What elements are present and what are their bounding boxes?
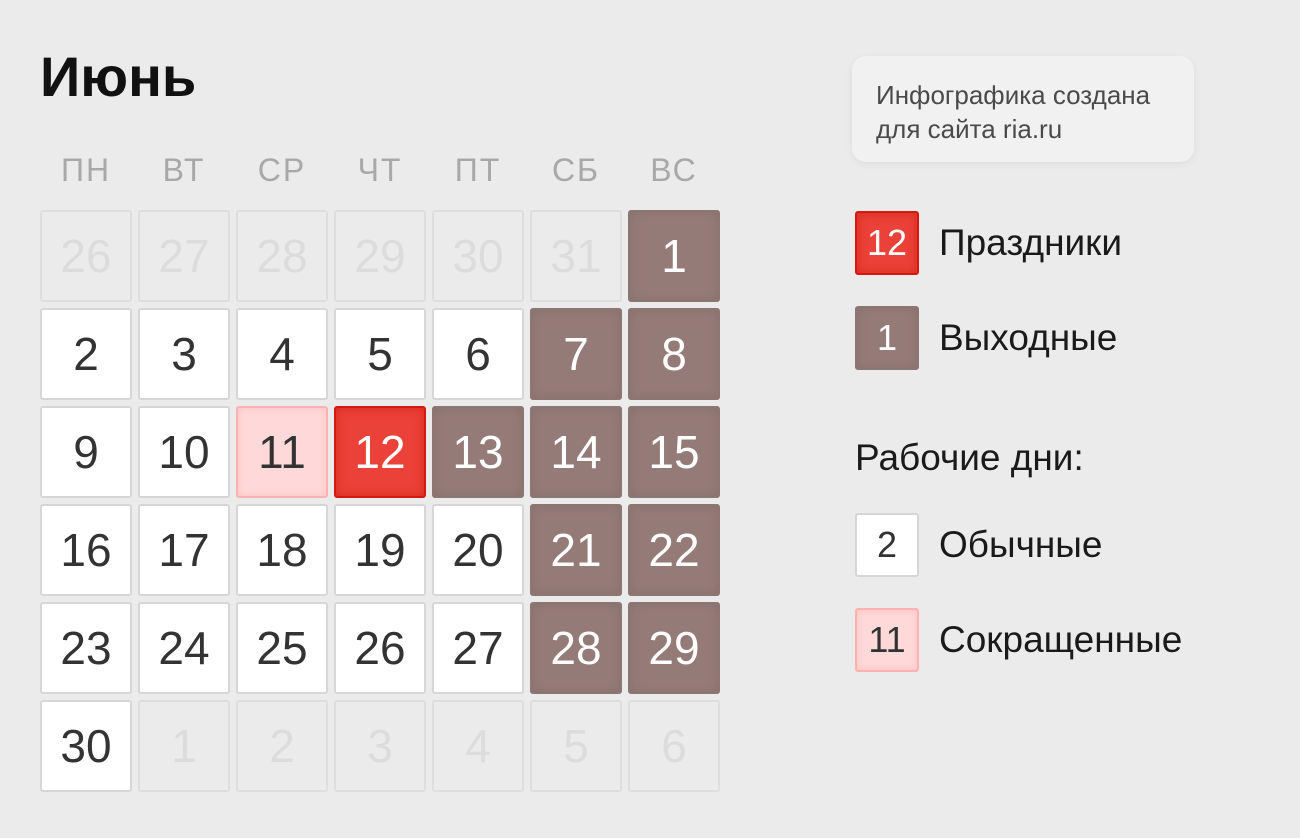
day-cell-work: 27 (432, 602, 524, 694)
day-cell-weekend: 21 (530, 504, 622, 596)
legend-label-work: Обычные (939, 524, 1103, 565)
day-cell-work: 20 (432, 504, 524, 596)
legend-short: 11 Сокращенные (855, 608, 1182, 672)
day-cell-weekend: 22 (628, 504, 720, 596)
day-cell-work: 10 (138, 406, 230, 498)
month-title: Июнь (40, 45, 197, 108)
legend-swatch-weekend: 1 (855, 306, 919, 370)
legend-label-weekend: Выходные (939, 317, 1118, 358)
day-cell-other: 1 (138, 700, 230, 792)
day-cell-work: 4 (236, 308, 328, 400)
credit-box: Инфографика создана для сайта ria.ru (852, 56, 1194, 162)
day-cell-other: 28 (236, 210, 328, 302)
day-cell-work: 19 (334, 504, 426, 596)
credit-line-1: Инфографика создана (876, 80, 1151, 110)
day-cell-other: 5 (530, 700, 622, 792)
day-cell-work: 16 (40, 504, 132, 596)
day-cell-work: 17 (138, 504, 230, 596)
legend-weekend: 1 Выходные (855, 306, 1117, 370)
weekday-label: СБ (551, 152, 601, 188)
legend-swatch-holiday: 12 (855, 211, 919, 275)
day-cell-work: 24 (138, 602, 230, 694)
day-cell-weekend: 1 (628, 210, 720, 302)
legend-work: 2 Обычные (855, 513, 1102, 577)
day-cell-weekend: 15 (628, 406, 720, 498)
day-cell-other: 31 (530, 210, 622, 302)
weekday-label: ПТ (454, 152, 502, 188)
day-cell-other: 2 (236, 700, 328, 792)
weekday-label: ВС (650, 152, 698, 188)
day-cell-other: 6 (628, 700, 720, 792)
day-cell-weekend: 29 (628, 602, 720, 694)
working-days-header: Рабочие дни: (855, 437, 1084, 478)
day-cell-work: 9 (40, 406, 132, 498)
day-cell-holiday: 12 (334, 406, 426, 498)
day-cell-work: 6 (432, 308, 524, 400)
day-cell-other: 3 (334, 700, 426, 792)
day-cell-weekend: 14 (530, 406, 622, 498)
day-cell-other: 26 (40, 210, 132, 302)
day-cell-weekend: 7 (530, 308, 622, 400)
credit-line-2: для сайта ria.ru (876, 114, 1063, 144)
day-cell-work: 18 (236, 504, 328, 596)
day-cell-weekend: 8 (628, 308, 720, 400)
day-cell-short: 11 (236, 406, 328, 498)
weekday-label: ПН (60, 152, 112, 188)
legend-holiday: 12 Праздники (855, 211, 1122, 275)
weekday-label: ЧТ (357, 152, 403, 188)
day-cell-work: 26 (334, 602, 426, 694)
day-cell-work: 2 (40, 308, 132, 400)
legend-label-holiday: Праздники (939, 222, 1123, 263)
day-cell-work: 23 (40, 602, 132, 694)
day-cell-work: 25 (236, 602, 328, 694)
day-cell-weekend: 28 (530, 602, 622, 694)
day-cell-other: 4 (432, 700, 524, 792)
legend-swatch-work: 2 (855, 513, 919, 577)
day-cell-other: 30 (432, 210, 524, 302)
legend-label-short: Сокращенные (939, 619, 1183, 660)
day-cell-other: 29 (334, 210, 426, 302)
day-cell-weekend: 13 (432, 406, 524, 498)
day-cell-work: 5 (334, 308, 426, 400)
day-cell-other: 27 (138, 210, 230, 302)
day-cell-work: 3 (138, 308, 230, 400)
legend-swatch-short: 11 (855, 608, 919, 672)
day-cell-work: 30 (40, 700, 132, 792)
weekday-label: СР (257, 152, 307, 188)
weekday-label: ВТ (162, 152, 206, 188)
